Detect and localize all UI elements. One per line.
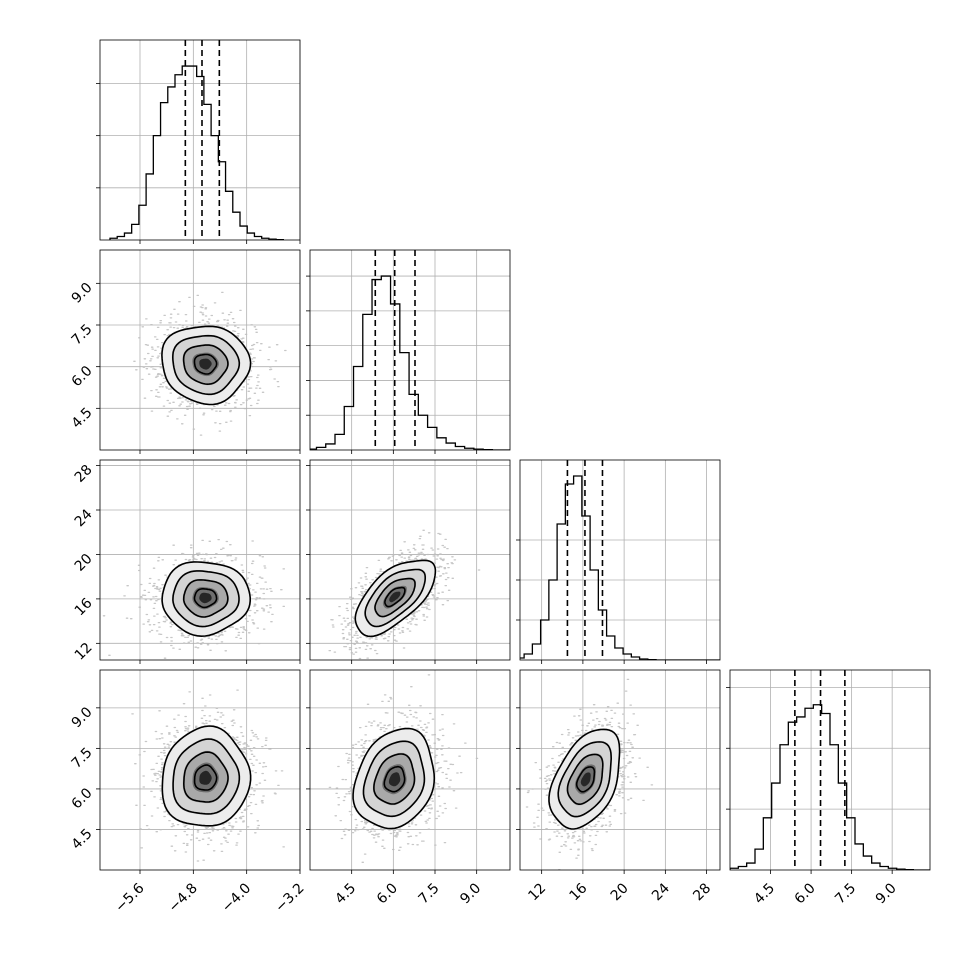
y-tick-label: 7.5 (69, 745, 96, 772)
y-tick-label: 4.5 (69, 405, 96, 432)
density-contour (362, 740, 426, 818)
scatter-frame (99, 669, 301, 871)
y-tick-label: 20 (72, 551, 96, 575)
x-tick-label: 7.5 (416, 880, 443, 907)
histogram-frame (99, 39, 301, 241)
y-tick-label: 28 (72, 462, 96, 486)
x-tick-label: 6.0 (792, 880, 819, 907)
scatter-panel: 12 16 20 24 28 (72, 459, 301, 664)
density-contour (364, 568, 426, 628)
y-tick-label: 16 (72, 595, 96, 619)
scatter-frame (309, 669, 511, 871)
density-fill (199, 770, 212, 785)
density-contour (172, 570, 240, 628)
x-tick-label: 24 (649, 880, 673, 904)
y-tick-label: 9.0 (69, 280, 96, 307)
x-tick-label: 4.5 (332, 880, 359, 907)
density-contour (575, 766, 596, 793)
scatter-frame (99, 249, 301, 451)
density-contour (172, 738, 241, 815)
density-contour (383, 765, 406, 793)
density-contour (384, 586, 406, 608)
scatter-frame (519, 669, 721, 871)
density-layer (525, 678, 654, 870)
density-contour (182, 751, 229, 803)
density-contour (161, 561, 251, 638)
y-tick-label: 6.0 (69, 785, 96, 812)
density-contour (352, 727, 436, 830)
density-contour (354, 559, 437, 638)
x-tick-label: 7.5 (832, 880, 859, 907)
density-contour (182, 344, 229, 386)
histogram-panel (96, 39, 301, 244)
x-tick-label: −4.0 (219, 880, 254, 915)
histogram-step (730, 704, 930, 870)
histogram-panel: 4.5 6.0 7.5 9.0 (726, 669, 931, 907)
scatter-frame (99, 459, 301, 661)
density-layer (328, 674, 479, 863)
density-contour (566, 753, 604, 805)
density-contour (193, 764, 218, 791)
histogram-panel (516, 459, 721, 664)
density-contour (557, 741, 613, 818)
histogram-frame (309, 249, 511, 451)
x-tick-label: −3.2 (272, 880, 307, 915)
x-tick-label: −5.6 (112, 880, 147, 915)
x-tick-label: 4.5 (751, 880, 778, 907)
density-fill (199, 592, 212, 604)
density-layer (328, 529, 481, 660)
histogram-step (109, 65, 284, 240)
density-fill (580, 772, 591, 787)
x-tick-label: 16 (567, 880, 591, 904)
density-layer (133, 291, 287, 436)
x-tick-label: 28 (690, 880, 714, 904)
y-tick-label: 7.5 (69, 321, 96, 348)
density-fill (389, 591, 401, 603)
scatter-panel (306, 459, 511, 664)
x-tick-label: 9.0 (873, 880, 900, 907)
histogram-step (310, 275, 510, 450)
histogram-panel (306, 249, 511, 454)
density-layer (131, 689, 285, 862)
scatter-panel: −5.6 −4.8 −4.0 −3.2 4.5 6.0 7.5 9.0 (69, 669, 308, 916)
histogram-step (520, 475, 720, 660)
density-contour (161, 325, 252, 406)
x-tick-label: 6.0 (374, 880, 401, 907)
histogram-frame (519, 459, 721, 661)
density-contour (182, 579, 229, 618)
density-contour (373, 753, 416, 805)
scatter-frame (309, 459, 511, 661)
y-tick-label: 12 (72, 640, 96, 664)
density-contour (193, 353, 218, 375)
scatter-panel: 12 16 20 24 28 (516, 669, 721, 904)
histogram-frame (729, 669, 931, 871)
density-contour (161, 725, 252, 827)
x-tick-label: 20 (608, 880, 632, 904)
density-contour (374, 577, 416, 618)
scatter-panel: 4.5 6.0 7.5 9.0 (306, 669, 511, 907)
density-fill (199, 358, 212, 370)
y-tick-label: 4.5 (69, 826, 96, 853)
scatter-panel: 4.5 6.0 7.5 9.0 (69, 249, 301, 454)
x-tick-label: −4.8 (166, 880, 201, 915)
y-tick-label: 9.0 (69, 704, 96, 731)
density-layer (102, 538, 286, 659)
y-tick-label: 24 (72, 506, 96, 530)
density-contour (548, 728, 621, 830)
density-fill (388, 772, 401, 787)
y-tick-label: 6.0 (69, 363, 96, 390)
x-tick-label: 12 (525, 880, 549, 904)
x-tick-label: 9.0 (457, 880, 484, 907)
density-contour (193, 588, 218, 609)
density-contour (171, 334, 241, 396)
